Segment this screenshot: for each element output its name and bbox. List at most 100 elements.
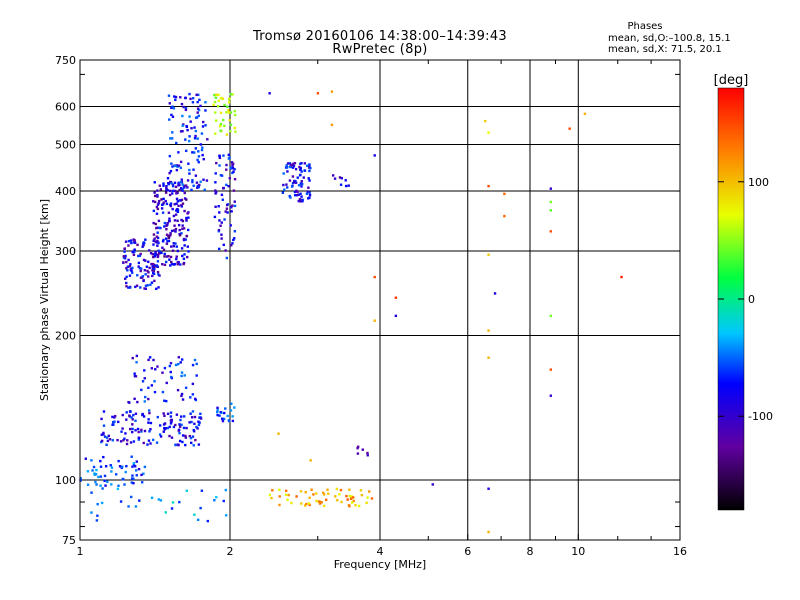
data-point <box>153 194 157 198</box>
data-point <box>503 192 506 196</box>
data-point <box>142 241 146 244</box>
data-point <box>167 234 170 238</box>
data-point <box>140 388 143 392</box>
data-point <box>132 481 135 485</box>
data-point <box>192 428 195 432</box>
data-point <box>189 120 192 123</box>
data-point <box>340 500 343 504</box>
data-point <box>124 470 127 474</box>
data-point <box>194 134 197 138</box>
data-point <box>191 382 195 386</box>
data-point <box>142 279 145 283</box>
data-point <box>128 265 131 268</box>
data-point <box>221 97 225 100</box>
data-point <box>156 236 160 240</box>
data-point <box>233 109 236 113</box>
data-point <box>214 119 218 122</box>
data-point <box>292 162 295 166</box>
data-point <box>201 153 204 157</box>
data-point <box>180 394 183 398</box>
data-point <box>159 499 163 502</box>
data-point <box>373 275 376 279</box>
data-point <box>175 257 178 261</box>
data-point <box>184 443 187 447</box>
data-point <box>140 481 144 484</box>
data-point <box>219 97 223 100</box>
data-point <box>172 229 176 232</box>
data-point <box>200 148 204 152</box>
data-point <box>177 428 181 431</box>
data-point <box>117 484 120 487</box>
data-point <box>122 256 126 259</box>
data-point <box>303 162 307 165</box>
data-point <box>144 238 147 241</box>
data-point <box>173 164 177 168</box>
data-point <box>171 501 175 504</box>
data-point <box>188 115 191 118</box>
data-point <box>132 413 135 417</box>
data-point <box>177 260 180 264</box>
data-point <box>218 164 221 167</box>
data-point <box>133 248 136 251</box>
data-point <box>188 168 191 172</box>
data-point <box>212 103 215 107</box>
data-point <box>128 286 132 289</box>
data-point <box>170 113 173 117</box>
data-point <box>214 181 217 184</box>
data-point <box>182 262 185 266</box>
data-point <box>170 375 173 379</box>
data-point <box>157 286 160 289</box>
data-point <box>167 211 171 214</box>
data-point <box>131 266 134 270</box>
data-point <box>165 242 169 245</box>
data-point <box>196 158 199 162</box>
data-point <box>166 426 170 430</box>
data-point <box>174 227 178 231</box>
data-point <box>148 266 151 270</box>
data-point <box>195 93 198 97</box>
data-point <box>168 102 171 105</box>
data-point <box>168 118 171 121</box>
data-point <box>170 436 174 439</box>
data-point <box>221 198 225 201</box>
data-point <box>148 356 152 359</box>
data-point <box>338 176 342 179</box>
data-point <box>192 168 195 171</box>
data-point <box>165 233 169 236</box>
data-point <box>102 431 105 435</box>
data-point <box>156 203 160 206</box>
data-point <box>168 425 171 429</box>
data-point <box>217 93 220 97</box>
data-point <box>213 499 216 502</box>
data-point <box>171 249 175 252</box>
data-point <box>196 107 200 110</box>
data-point <box>345 494 348 498</box>
data-point <box>294 167 298 171</box>
data-point <box>155 441 159 444</box>
data-point <box>227 109 230 112</box>
data-point <box>163 252 166 256</box>
data-point <box>178 425 182 428</box>
data-point <box>177 181 180 185</box>
data-point <box>152 269 156 273</box>
data-point <box>143 465 147 469</box>
data-point <box>186 245 189 248</box>
y-tick-label: 400 <box>55 185 76 198</box>
data-point <box>220 233 223 236</box>
data-point <box>231 419 235 423</box>
data-point <box>133 239 136 242</box>
data-point <box>182 227 186 230</box>
data-point <box>168 154 172 158</box>
data-point <box>183 374 186 377</box>
data-point <box>226 105 229 108</box>
data-point <box>356 445 360 448</box>
data-point <box>230 161 234 164</box>
data-point <box>216 413 219 417</box>
data-point <box>132 462 136 465</box>
data-point <box>129 263 132 266</box>
data-point <box>185 218 188 222</box>
y-tick-label: 750 <box>55 54 76 67</box>
data-point <box>99 459 102 463</box>
data-point <box>290 501 293 505</box>
data-point <box>153 380 156 383</box>
